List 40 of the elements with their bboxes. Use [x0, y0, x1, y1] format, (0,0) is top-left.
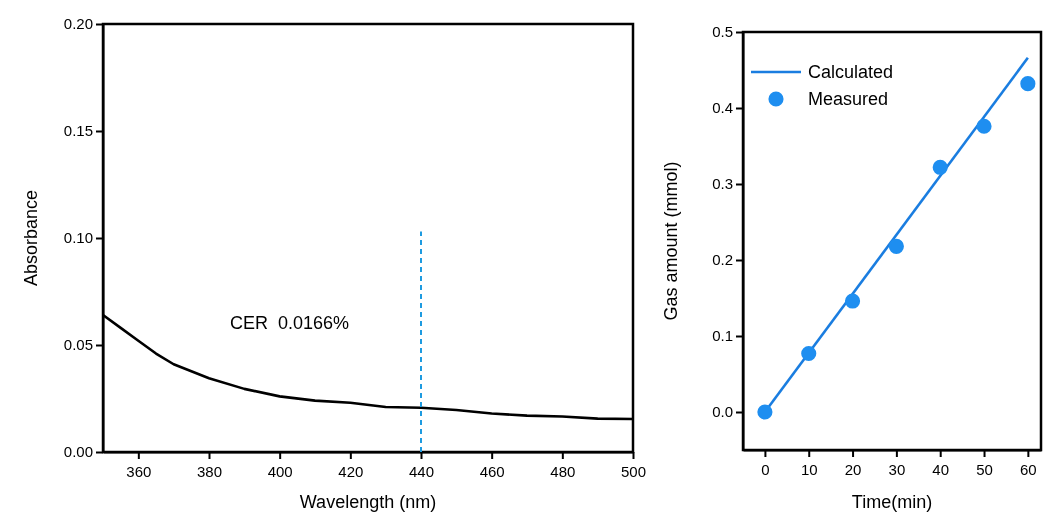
- y-tick-label: 0.2: [712, 251, 733, 269]
- x-tick-label: 40: [932, 461, 950, 478]
- y-axis-title: Gas amount (mmol): [661, 161, 681, 321]
- x-tick-label: 440: [408, 463, 435, 480]
- x-tick-label: 360: [126, 463, 152, 480]
- point: [844, 293, 861, 309]
- x-tick-label: 10: [800, 461, 818, 478]
- x-axis-title: Time(min): [851, 492, 933, 512]
- x-tick-label: 460: [479, 463, 505, 480]
- point: [757, 404, 773, 420]
- y-axis-title: Absorbance: [21, 189, 41, 287]
- y-tick-label: 0.4: [712, 99, 733, 117]
- x-axis-title: Wavelength (nm): [299, 492, 437, 512]
- x-tick-label: 0: [761, 461, 770, 478]
- y-tick-label: 0.1: [712, 327, 733, 345]
- y-tick-label: 0.20: [63, 15, 93, 33]
- x-tick-label: 380: [196, 463, 223, 480]
- y-tick-label: 0.05: [63, 336, 93, 354]
- x-tick-label: 60: [1020, 461, 1037, 478]
- y-tick-label: 0.3: [712, 175, 733, 193]
- y-tick-label: 0.00: [63, 443, 93, 461]
- y-tick-label: 0.5: [712, 23, 733, 41]
- x-tick-label: 480: [550, 463, 576, 480]
- legend-label: Measured: [808, 89, 889, 109]
- legend-label: Calculated: [808, 62, 894, 82]
- point: [932, 159, 948, 175]
- y-tick-label: 0.0: [712, 403, 733, 421]
- y-tick-label: 0.10: [63, 229, 93, 247]
- x-tick-label: 400: [267, 463, 293, 480]
- x-tick-label: 20: [844, 461, 862, 478]
- point: [976, 118, 992, 134]
- x-tick-label: 50: [976, 461, 993, 478]
- point: [801, 345, 817, 362]
- y-tick-label: 0.15: [63, 122, 93, 140]
- point: [1020, 76, 1036, 92]
- x-tick-label: 420: [338, 463, 364, 480]
- x-tick-label: 30: [888, 461, 906, 478]
- annotation: CER 0.0166%: [230, 313, 350, 333]
- x-tick-label: 500: [620, 463, 647, 480]
- point: [888, 238, 904, 254]
